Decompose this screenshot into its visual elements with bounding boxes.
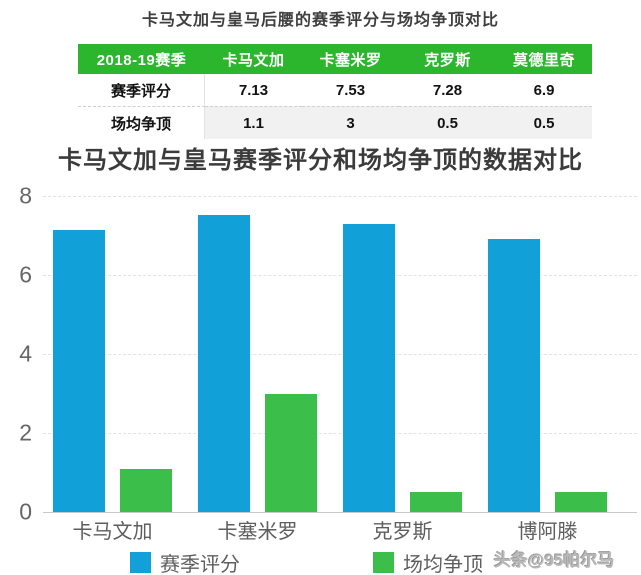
table-header-cell: 莫德里奇 (496, 44, 592, 74)
table-cell: 7.53 (302, 74, 399, 106)
bar-aerials-won (265, 393, 317, 512)
y-tick-label: 6 (19, 261, 32, 288)
y-tick-label: 0 (19, 498, 32, 525)
chart-title: 卡马文加与皇马赛季评分和场均争顶的数据对比 (58, 147, 583, 174)
watermark: 头条@95帕尔马 (494, 551, 615, 570)
x-category-label: 卡塞米罗 (217, 521, 298, 543)
y-tick-label: 2 (19, 419, 32, 446)
gridline (43, 433, 637, 434)
legend-label: 场均争顶 (403, 554, 483, 575)
bar-chart-plot (43, 196, 637, 513)
gridline (43, 196, 637, 197)
stats-table: 2018-19赛季 卡马文加 卡塞米罗 克罗斯 莫德里奇赛季评分 7.13 7.53 7.28… (78, 44, 592, 139)
legend-swatch-blue (130, 552, 151, 573)
table-header-cell: 克罗斯 (399, 44, 496, 74)
table-cell: 1.1 (205, 106, 302, 139)
table-cell: 7.28 (399, 74, 496, 106)
table-header-cell: 2018-19赛季 (78, 44, 205, 74)
table-header-cell: 卡塞米罗 (302, 44, 399, 74)
bar-aerials-won (410, 492, 462, 512)
y-tick-label: 8 (19, 182, 32, 209)
x-category-label: 卡马文加 (72, 521, 153, 543)
bar-season-rating (488, 239, 540, 512)
y-tick-label: 4 (19, 340, 32, 367)
legend-entry-aerials-won: 场均争顶 (373, 548, 483, 575)
table-cell: 0.5 (496, 106, 592, 139)
bar-aerials-won (555, 492, 607, 512)
table-cell: 6.9 (496, 74, 592, 106)
bar-aerials-won (120, 468, 172, 512)
gridline (43, 275, 637, 276)
legend-entry-season-rating: 赛季评分 (130, 548, 240, 575)
x-category-label: 克罗斯 (372, 521, 433, 543)
table-row-label: 场均争顶 (78, 106, 205, 139)
page-title: 卡马文加与皇马后腰的赛季评分与场均争顶对比 (141, 12, 499, 29)
gridline (43, 354, 637, 355)
table-row-label: 赛季评分 (78, 74, 205, 106)
bar-season-rating (198, 214, 250, 512)
table-cell: 7.13 (205, 74, 302, 106)
bar-season-rating (343, 224, 395, 512)
x-axis-line (43, 512, 637, 513)
legend-label: 赛季评分 (160, 554, 240, 575)
table-cell: 0.5 (399, 106, 496, 139)
x-category-label: 博阿滕 (517, 521, 578, 543)
table-header-cell: 卡马文加 (205, 44, 302, 74)
legend-swatch-green (373, 552, 394, 573)
bar-season-rating (53, 230, 105, 512)
table-cell: 3 (302, 106, 399, 139)
